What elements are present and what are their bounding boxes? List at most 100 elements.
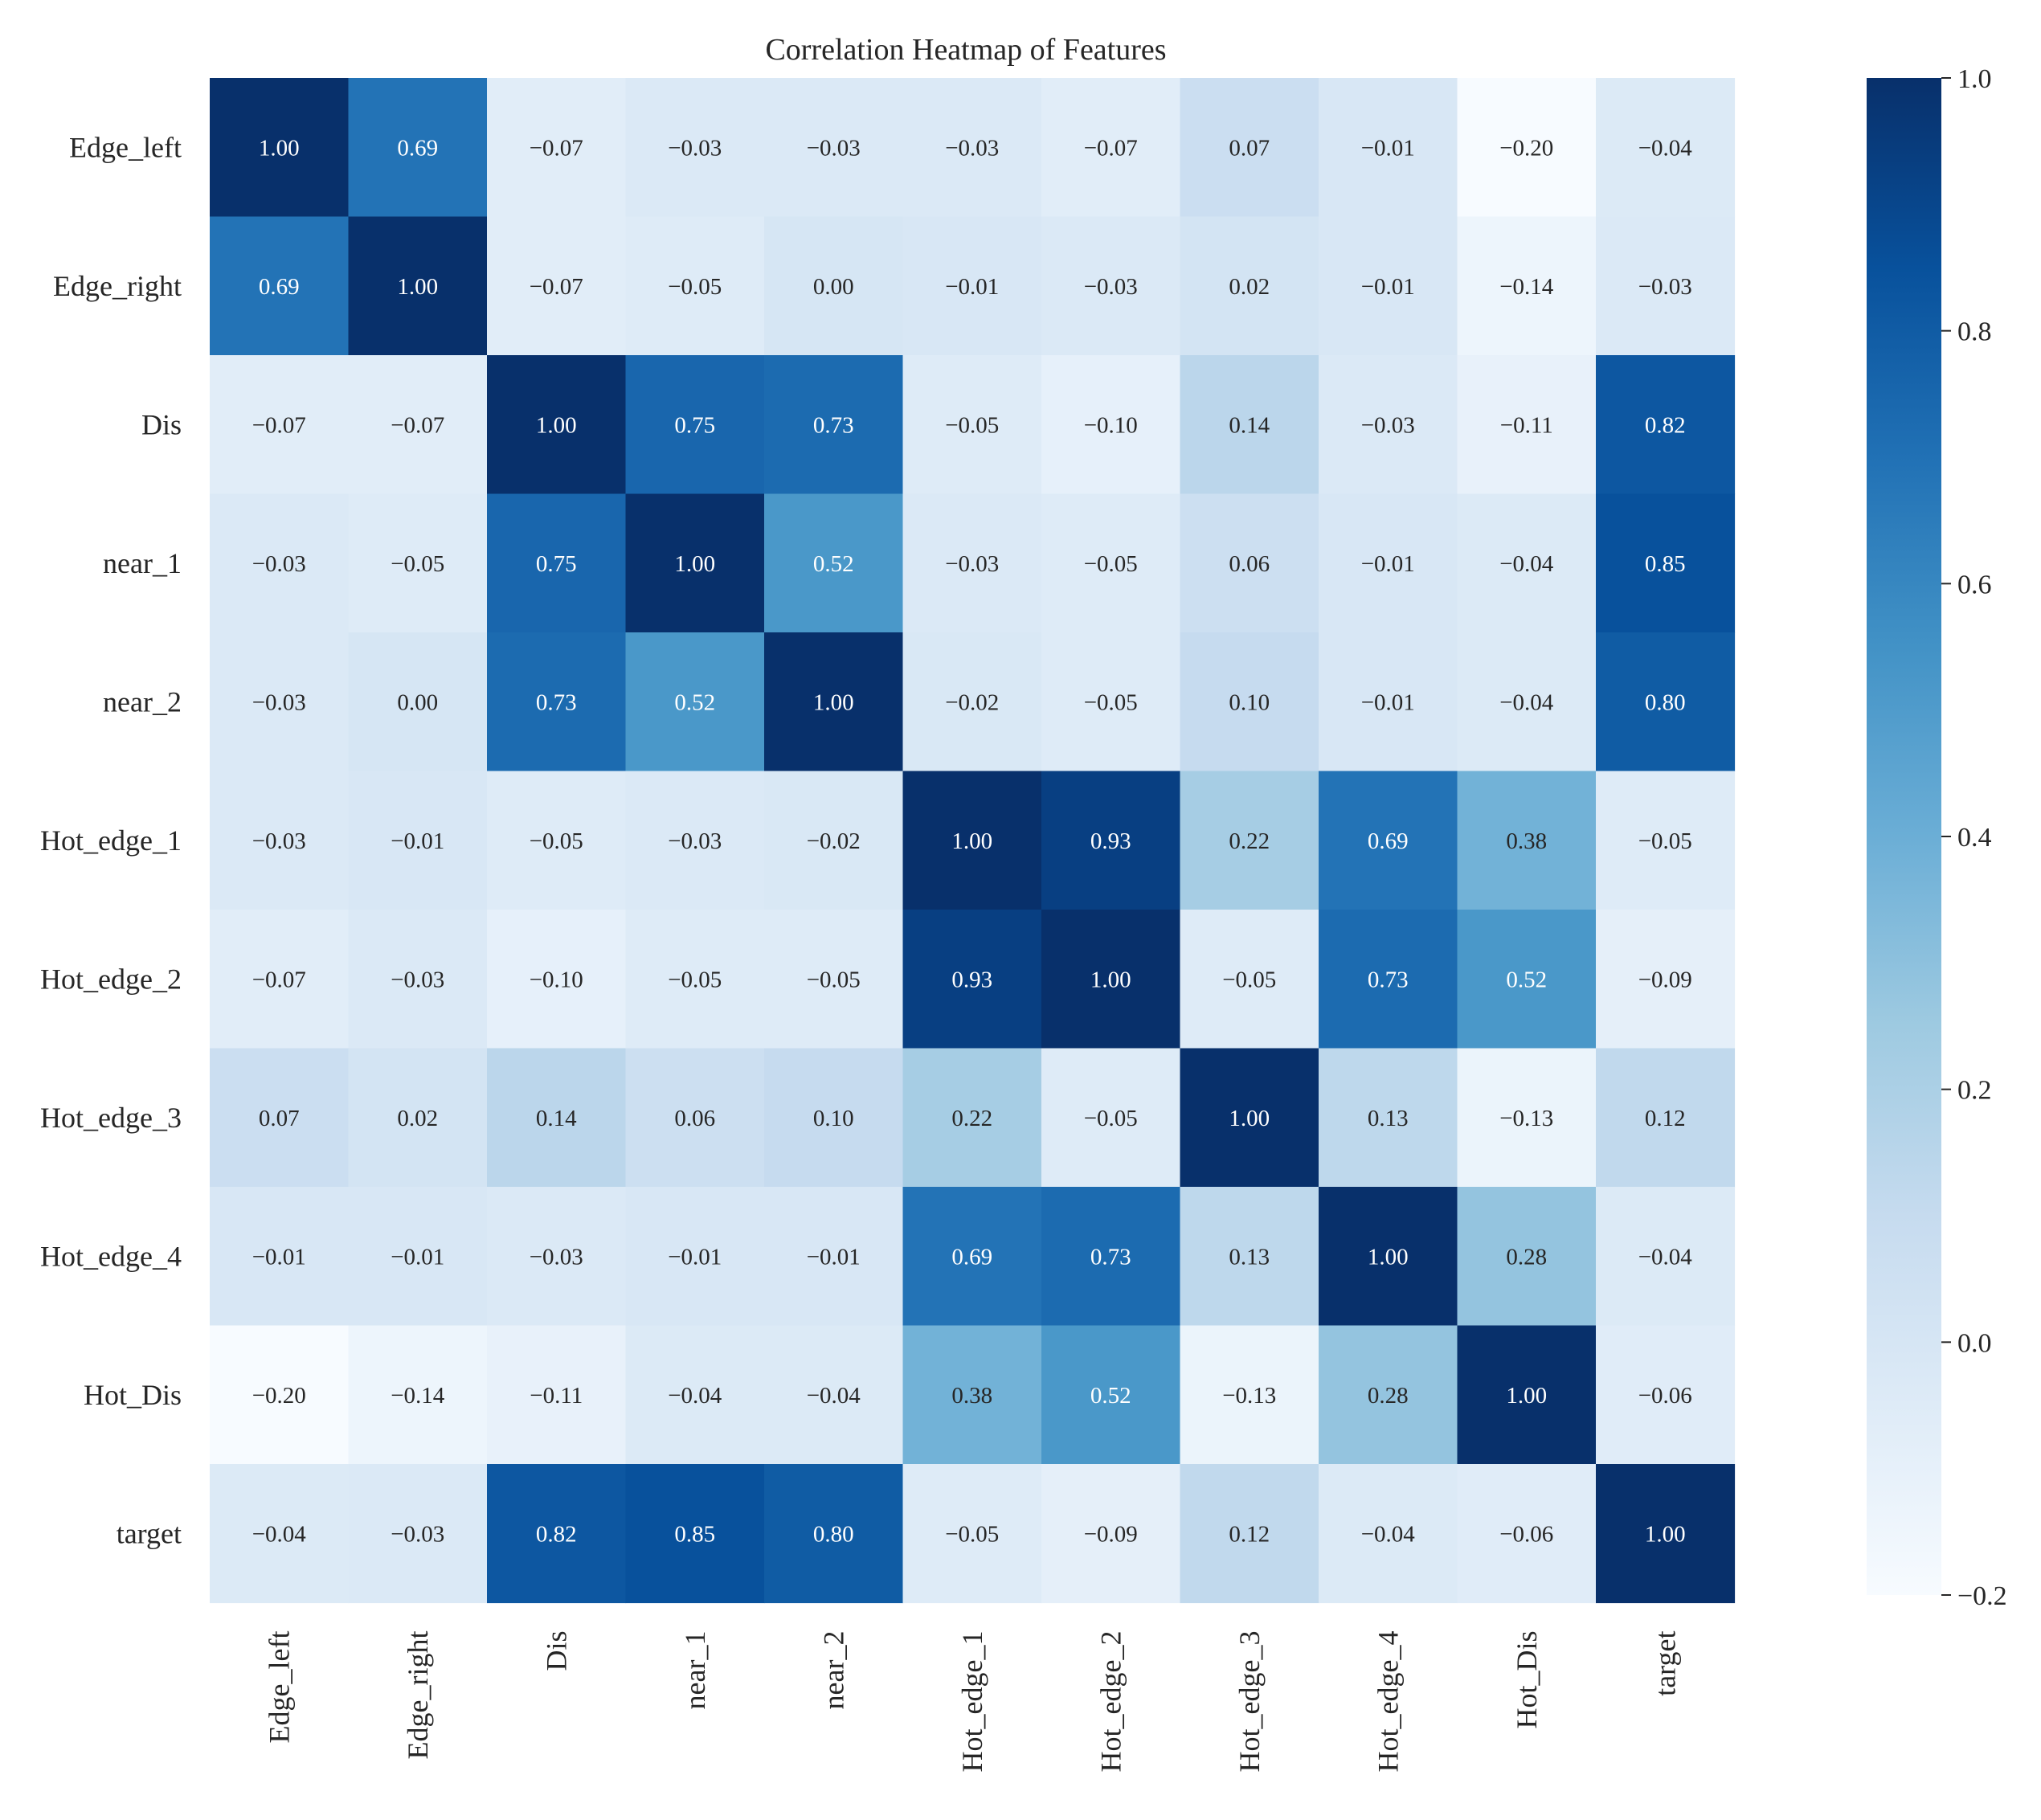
heatmap-cell-value: −0.03 [391, 967, 444, 992]
heatmap-cell-near-1-hot-edge-3 [1180, 493, 1319, 633]
heatmap-cell-value: −0.05 [1084, 551, 1138, 577]
heatmap-cell-hot-edge-4-target [1596, 1187, 1736, 1327]
x-axis-tick-labels: Edge_left Edge_right Dis near_1 near_2 Hot_ed… [263, 1631, 1681, 1773]
heatmap-cell-near-2-near-2 [764, 632, 904, 772]
heatmap-cell-edge-right-edge-right [348, 216, 488, 356]
colorbar-tick-label: −0.2 [1957, 1581, 2007, 1611]
chart-title: Correlation Heatmap of Features [765, 33, 1166, 67]
heatmap-cell-value: −0.14 [391, 1383, 445, 1409]
heatmap-cell-value: −0.05 [1084, 689, 1138, 715]
heatmap-cell-near-1-near-1 [625, 493, 765, 633]
heatmap-cell-value: 1.00 [397, 274, 438, 300]
heatmap-cell-value: −0.03 [945, 135, 999, 161]
heatmap-cell-near-1-hot-edge-2 [1041, 493, 1181, 633]
x-tick-label-near-2: near_2 [817, 1631, 849, 1710]
heatmap-cell-value: −0.10 [1084, 412, 1138, 438]
y-tick-label-near-1: near_1 [103, 547, 182, 579]
heatmap-cell-hot-edge-4-hot-dis [1457, 1187, 1597, 1327]
heatmap-cell-hot-edge-1-near-1 [625, 771, 765, 910]
heatmap-cell-value: −0.05 [945, 412, 999, 438]
heatmap-cell-value: 0.12 [1645, 1106, 1686, 1131]
heatmap-cell-hot-edge-4-hot-edge-3 [1180, 1187, 1319, 1327]
heatmap-cell-value: −0.20 [252, 1383, 306, 1409]
heatmap-cell-hot-edge-4-edge-left [210, 1187, 350, 1327]
heatmap-cell-hot-dis-hot-edge-3 [1180, 1325, 1319, 1465]
heatmap-cell-hot-dis-dis [487, 1325, 627, 1465]
heatmap-cell-value: −0.05 [668, 274, 722, 300]
heatmap-cell-value: −0.04 [1499, 551, 1554, 577]
heatmap-cell-target-hot-edge-4 [1319, 1464, 1458, 1604]
y-tick-label-hot-edge-4: Hot_edge_4 [40, 1240, 182, 1272]
heatmap-cell-value: −0.05 [1638, 828, 1692, 854]
heatmap-cell-value: 1.00 [1229, 1106, 1270, 1131]
heatmap-cell-edge-right-edge-left [210, 216, 350, 356]
heatmap-cell-value: 0.93 [951, 967, 992, 992]
heatmap-cell-value: −0.05 [1084, 1106, 1138, 1131]
heatmap-cell-hot-edge-4-near-1 [625, 1187, 765, 1327]
heatmap-cell-near-2-edge-right [348, 632, 488, 772]
heatmap-cell-value: 0.02 [1229, 274, 1270, 300]
heatmap-cell-value: 0.07 [1229, 135, 1270, 161]
heatmap-cell-target-near-2 [764, 1464, 904, 1604]
heatmap-cell-near-1-target [1596, 493, 1736, 633]
heatmap-cell-hot-edge-3-edge-right [348, 1048, 488, 1188]
heatmap-cell-value: −0.13 [1222, 1383, 1276, 1409]
heatmap-cell-value: −0.04 [668, 1383, 722, 1409]
heatmap-cell-value: 1.00 [1368, 1244, 1409, 1270]
heatmap-cell-value: −0.01 [807, 1244, 861, 1270]
heatmap-cell-value: 1.00 [1506, 1383, 1547, 1409]
heatmap-cell-value: 0.02 [397, 1106, 438, 1131]
heatmap-cell-edge-left-dis [487, 78, 627, 218]
heatmap-cell-near-2-hot-edge-3 [1180, 632, 1319, 772]
heatmap-cell-target-near-1 [625, 1464, 765, 1604]
heatmap-cell-hot-edge-3-near-1 [625, 1048, 765, 1188]
x-tick-label-target: target [1649, 1631, 1681, 1696]
heatmap-cell-value: −0.06 [1499, 1521, 1553, 1547]
heatmap-cell-hot-dis-hot-edge-2 [1041, 1325, 1181, 1465]
heatmap-cell-hot-edge-2-hot-edge-2 [1041, 910, 1181, 1049]
heatmap-cell-hot-edge-1-edge-right [348, 771, 488, 910]
colorbar-tick-label: 0.4 [1957, 823, 1992, 853]
heatmap-cell-value: −0.06 [1638, 1383, 1692, 1409]
y-tick-label-target: target [117, 1517, 182, 1549]
colorbar: 1.0 0.8 0.6 0.4 0.2 0.0 −0.2 [1867, 64, 2007, 1611]
heatmap-cell-hot-edge-3-hot-edge-2 [1041, 1048, 1181, 1188]
heatmap-cell-near-2-edge-left [210, 632, 350, 772]
heatmap-cell-target-edge-left [210, 1464, 350, 1604]
heatmap-cell-hot-edge-2-dis [487, 910, 627, 1049]
heatmap-cell-edge-left-target [1596, 78, 1736, 218]
heatmap-cell-near-2-hot-edge-1 [902, 632, 1042, 772]
heatmap-cell-value: 0.69 [259, 274, 300, 300]
heatmap-cell-near-2-dis [487, 632, 627, 772]
heatmap-cell-dis-hot-edge-2 [1041, 355, 1181, 495]
x-tick-label-edge-left: Edge_left [263, 1631, 295, 1744]
heatmap-cell-value: −0.03 [391, 1521, 444, 1547]
y-tick-label-hot-edge-1: Hot_edge_1 [40, 824, 182, 857]
heatmap-cell-hot-edge-3-hot-edge-1 [902, 1048, 1042, 1188]
y-tick-label-hot-dis: Hot_Dis [84, 1379, 182, 1411]
heatmap-cell-value: 0.14 [1229, 412, 1270, 438]
heatmap-cell-target-hot-edge-2 [1041, 1464, 1181, 1604]
heatmap-cell-target-target [1596, 1464, 1736, 1604]
heatmap-cell-value: −0.01 [252, 1244, 306, 1270]
heatmap-cell-hot-edge-4-hot-edge-2 [1041, 1187, 1181, 1327]
colorbar-tick-label: 1.0 [1957, 64, 1992, 94]
heatmap-cell-value: −0.02 [807, 828, 861, 854]
heatmap-cell-value: −0.03 [945, 551, 999, 577]
heatmap-cell-value: 0.10 [813, 1106, 854, 1131]
heatmap-cell-hot-edge-3-target [1596, 1048, 1736, 1188]
heatmap-cell-value: −0.04 [1638, 135, 1693, 161]
heatmap-cell-dis-hot-dis [1457, 355, 1597, 495]
heatmap-cell-value: −0.10 [530, 967, 583, 992]
heatmap-cell-hot-edge-3-dis [487, 1048, 627, 1188]
heatmap-cell-value: −0.07 [391, 412, 444, 438]
heatmap-cells: 1.00 0.69 −0.07 −0.03 −0.03 −0.03 −0.07 0.07 −0.… [210, 78, 1736, 1604]
heatmap-cell-value: −0.07 [252, 412, 306, 438]
heatmap-cell-value: 0.69 [951, 1244, 992, 1270]
heatmap-cell-value: −0.09 [1638, 967, 1692, 992]
heatmap-cell-value: 1.00 [1090, 967, 1131, 992]
heatmap-cell-value: −0.01 [668, 1244, 722, 1270]
heatmap-cell-value: −0.03 [252, 551, 306, 577]
heatmap-cell-dis-edge-left [210, 355, 350, 495]
heatmap-cell-value: 0.52 [1506, 967, 1547, 992]
